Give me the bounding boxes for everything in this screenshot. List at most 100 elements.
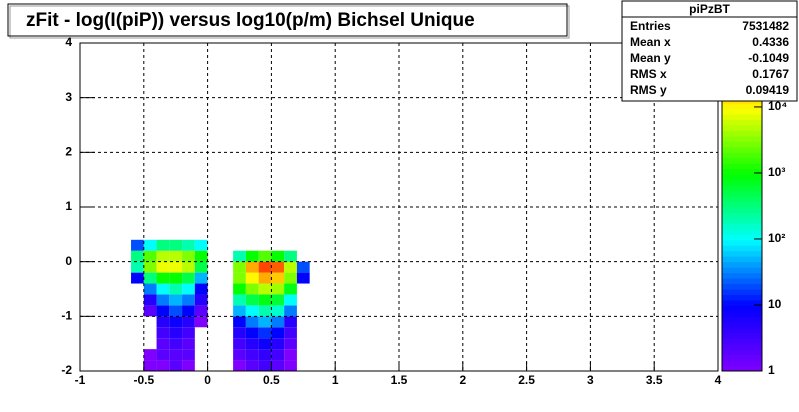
color-bar-slice xyxy=(722,267,762,274)
cell xyxy=(131,250,144,262)
color-bar-slice xyxy=(722,299,762,306)
cell xyxy=(169,294,183,306)
cell xyxy=(182,272,195,284)
color-bar-slice xyxy=(722,245,762,252)
cell xyxy=(169,261,183,273)
cell xyxy=(156,316,170,328)
x-tick-label: -1 xyxy=(75,373,86,387)
cell xyxy=(271,305,285,317)
x-tick-label: 3.5 xyxy=(646,373,663,387)
cell xyxy=(194,261,208,273)
stats-box xyxy=(621,0,798,102)
x-tick-label: 4 xyxy=(715,373,722,387)
cell xyxy=(131,272,144,284)
color-bar-slice xyxy=(722,135,762,142)
cell xyxy=(169,239,183,251)
color-bar-slice xyxy=(722,168,762,175)
color-bar-slice xyxy=(722,234,762,241)
y-tick-label: 3 xyxy=(65,90,72,104)
cell xyxy=(245,349,259,361)
stats-value: 0.09419 xyxy=(746,83,790,97)
color-bar-slice xyxy=(722,338,762,345)
cell xyxy=(169,349,183,361)
title-shadow xyxy=(9,5,570,39)
cell xyxy=(284,305,297,317)
cell xyxy=(284,272,297,284)
cell xyxy=(258,316,272,328)
cell xyxy=(182,305,195,317)
cell xyxy=(156,272,170,284)
y-tick-label: 0 xyxy=(65,254,72,268)
cell xyxy=(284,250,297,262)
color-bar-slice xyxy=(722,141,762,148)
cell xyxy=(271,327,285,339)
color-bar-slice xyxy=(722,294,762,301)
x-tick-label: 0.5 xyxy=(263,373,280,387)
z-tick-label: 1 xyxy=(768,363,775,377)
cell xyxy=(258,294,272,306)
cell xyxy=(182,250,195,262)
cell xyxy=(245,261,259,273)
cell xyxy=(156,349,170,361)
cell xyxy=(233,305,246,317)
z-tick-label: 10³ xyxy=(768,165,785,179)
stats-value: 0.4336 xyxy=(752,35,789,49)
color-bar-slice xyxy=(722,196,762,203)
cell xyxy=(245,327,259,339)
color-bar-slice xyxy=(722,228,762,235)
cell xyxy=(245,294,259,306)
cell xyxy=(233,327,246,339)
cell xyxy=(233,261,246,273)
cell xyxy=(296,272,310,284)
cell xyxy=(143,272,157,284)
color-bar-slice xyxy=(722,103,762,110)
x-tick-label: 0 xyxy=(204,373,211,387)
cell xyxy=(169,338,183,350)
cell xyxy=(233,272,246,284)
cell xyxy=(169,250,183,262)
cell xyxy=(245,316,259,328)
cell xyxy=(182,349,195,361)
cell xyxy=(182,327,195,339)
cell xyxy=(245,272,259,284)
cell xyxy=(131,239,144,251)
cell xyxy=(233,250,246,262)
x-tick-label: 2.5 xyxy=(518,373,535,387)
cell xyxy=(131,261,144,273)
cell xyxy=(271,250,285,262)
cell xyxy=(194,250,208,262)
color-bar-slice xyxy=(722,207,762,213)
cell xyxy=(143,250,157,262)
color-bar-slice xyxy=(722,217,762,224)
z-tick-label: 10² xyxy=(768,231,785,245)
cell xyxy=(271,283,285,295)
color-bar-slice xyxy=(722,354,762,361)
color-bar-slice xyxy=(722,163,762,170)
cell xyxy=(182,283,195,295)
cell xyxy=(258,327,272,339)
cell xyxy=(143,283,157,295)
cell xyxy=(271,294,285,306)
cell xyxy=(271,272,285,284)
cell xyxy=(271,338,285,350)
x-tick-label: 3 xyxy=(587,373,594,387)
color-bar-slice xyxy=(722,250,762,257)
color-bar-slice xyxy=(722,108,762,115)
cell xyxy=(156,250,170,262)
cell xyxy=(169,327,183,339)
y-tick-label: -1 xyxy=(61,309,72,323)
color-bar-slice xyxy=(722,179,762,186)
cell xyxy=(233,283,246,295)
stats-label: Mean y xyxy=(630,51,671,65)
x-tick-label: 1.5 xyxy=(391,373,408,387)
cell xyxy=(284,261,297,273)
chart-title: zFit - log(I(piP)) versus log10(p/m) Bic… xyxy=(26,10,475,31)
color-bar-slice xyxy=(722,305,762,312)
x-tick-label: 2 xyxy=(459,373,466,387)
stats-label: Entries xyxy=(630,19,671,33)
cell xyxy=(284,294,297,306)
title-box xyxy=(7,3,568,37)
y-tick-label: 4 xyxy=(65,35,72,49)
color-bar-slice xyxy=(722,130,762,137)
